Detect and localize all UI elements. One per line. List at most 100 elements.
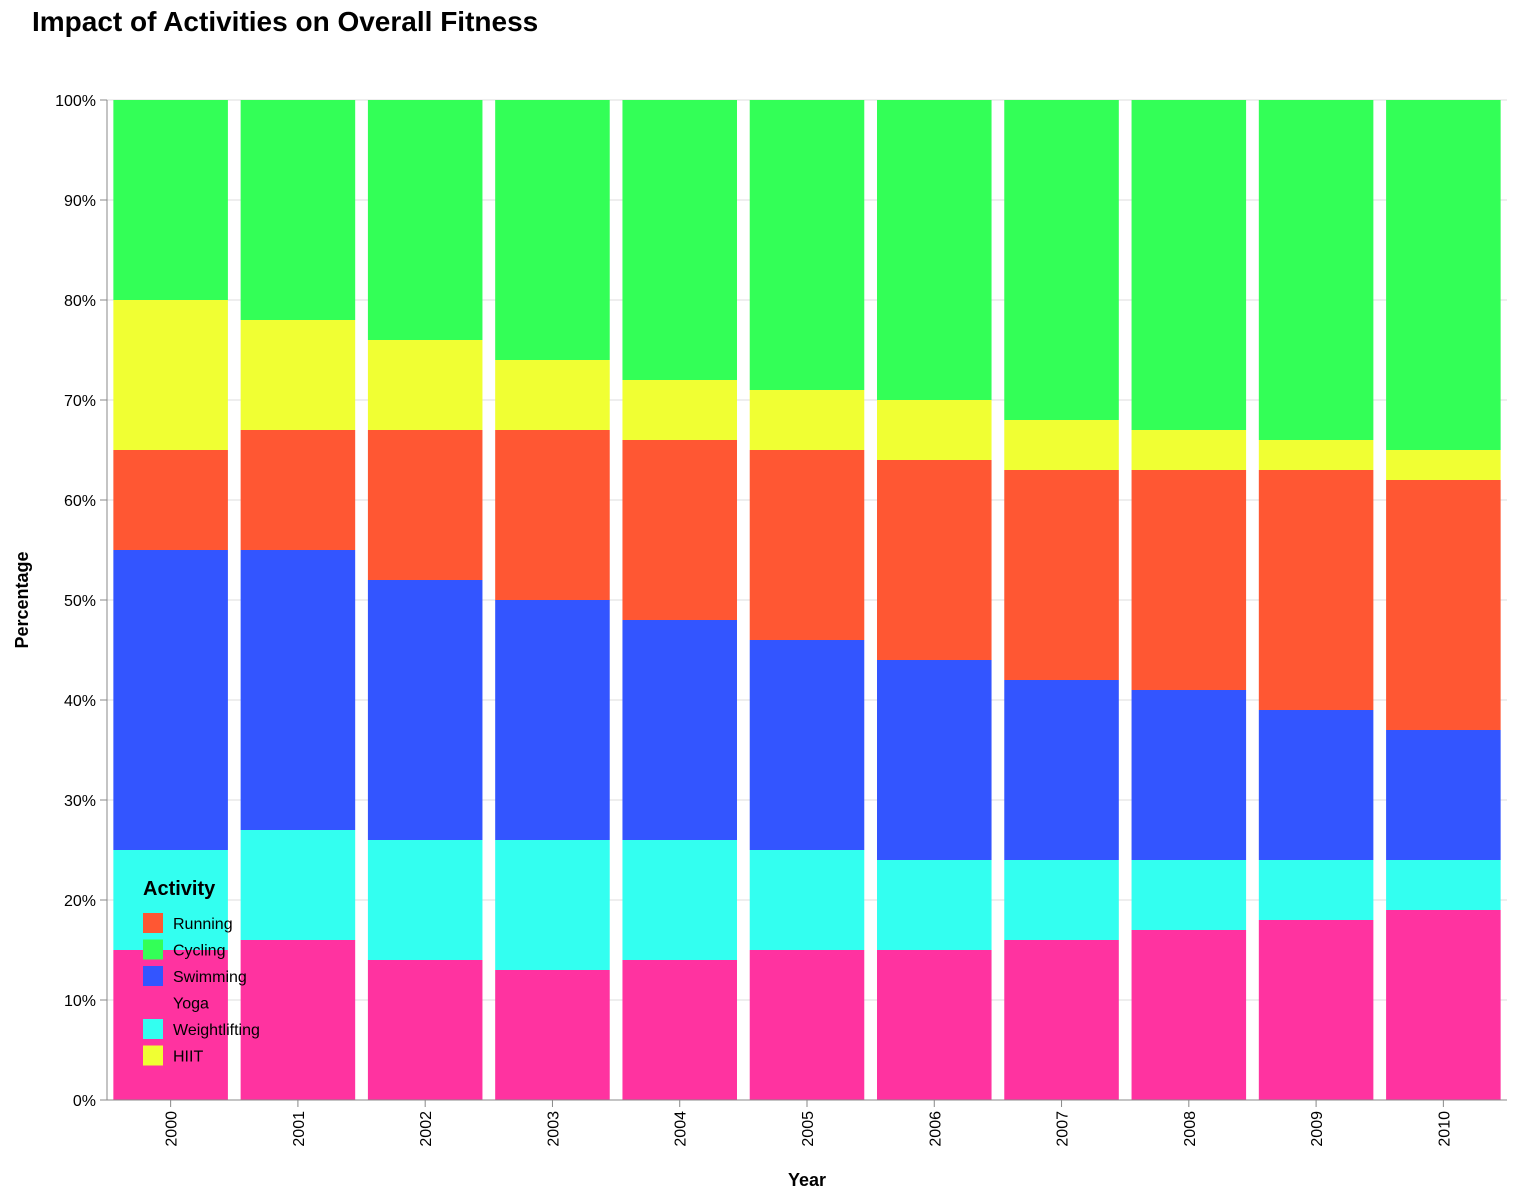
bar-hiit-2001 [240,320,356,430]
bar-hiit-2004 [622,380,737,440]
bar-weightlifting-2002 [367,840,483,960]
bar-running-2003 [495,430,610,600]
legend-label-cycling: Cycling [173,943,225,960]
y-axis-title: Percentage [12,551,32,648]
legend-swatch-hiit [143,1045,163,1066]
bar-running-2008 [1131,470,1247,690]
bar-cycling-2001 [240,100,356,320]
bar-hiit-2003 [495,360,610,430]
bar-hiit-2006 [877,400,992,460]
bar-swimming-2006 [877,660,992,860]
x-tick-label: 2006 [927,1111,944,1147]
bar-weightlifting-2000 [113,850,228,950]
x-axis-title: Year [788,1170,826,1190]
y-tick-label: 10% [64,993,96,1010]
bar-cycling-2008 [1131,100,1247,430]
bar-yoga-2001 [240,940,356,1100]
bar-weightlifting-2004 [622,840,737,960]
y-tick-label: 50% [64,593,96,610]
bar-yoga-2003 [495,970,610,1100]
bar-yoga-2008 [1131,930,1247,1100]
bar-running-2006 [877,460,992,660]
y-tick-label: 70% [64,393,96,410]
bar-weightlifting-2005 [749,850,865,950]
bar-weightlifting-2009 [1258,860,1374,920]
bar-yoga-2000 [113,950,228,1100]
chart-title: Impact of Activities on Overall Fitness [32,6,539,37]
bar-weightlifting-2007 [1004,860,1119,940]
legend-label-swimming: Swimming [173,969,247,986]
y-tick-label: 0% [73,1093,96,1110]
bar-hiit-2009 [1258,440,1374,470]
x-tick-label: 2008 [1182,1111,1199,1147]
bar-hiit-2005 [749,390,865,450]
y-tick-label: 60% [64,493,96,510]
bar-yoga-2005 [749,950,865,1100]
bar-cycling-2002 [367,100,483,340]
bar-cycling-2009 [1258,100,1374,440]
bar-swimming-2007 [1004,680,1119,860]
bar-running-2005 [749,450,865,640]
x-tick-label: 2003 [545,1111,562,1147]
bar-swimming-2008 [1131,690,1247,860]
bar-cycling-2006 [877,100,992,400]
bar-yoga-2004 [622,960,737,1100]
x-tick-label: 2005 [800,1111,817,1147]
x-tick-label: 2000 [164,1111,181,1147]
y-tick-label: 90% [64,193,96,210]
axes: 0% 10% 20% 30% 40% 50% 60% 70% 80% 90% 100% 2000 200… [55,93,1507,1147]
bar-hiit-2000 [113,300,228,450]
bar-swimming-2001 [240,550,356,830]
bar-running-2000 [113,450,228,550]
bar-running-2004 [622,440,737,620]
bar-weightlifting-2008 [1131,860,1247,930]
bar-swimming-2010 [1386,730,1501,860]
bar-swimming-2009 [1258,710,1374,860]
bars [113,100,1501,1100]
y-tick-label: 30% [64,793,96,810]
legend: Activity Running Cycling Swimming Yoga Weigh… [143,878,260,1066]
bar-swimming-2004 [622,620,737,840]
legend-label-hiit: HIIT [173,1049,203,1066]
legend-label-weightlifting: Weightlifting [173,1022,260,1039]
bar-cycling-2005 [749,100,865,390]
bar-running-2001 [240,430,356,550]
bar-cycling-2004 [622,100,737,380]
bar-hiit-2002 [367,340,483,430]
x-tick-label: 2010 [1436,1111,1453,1147]
x-tick-label: 2009 [1309,1111,1326,1147]
bar-yoga-2002 [367,960,483,1100]
bar-yoga-2010 [1386,910,1501,1100]
bar-swimming-2000 [113,550,228,850]
bar-weightlifting-2003 [495,840,610,970]
bar-swimming-2002 [367,580,483,840]
bar-weightlifting-2010 [1386,860,1501,910]
bar-cycling-2010 [1386,100,1501,450]
legend-swatch-swimming [143,966,163,986]
y-tick-label: 40% [64,693,96,710]
bar-yoga-2009 [1258,920,1374,1100]
bar-yoga-2006 [877,950,992,1100]
bar-cycling-2000 [113,100,228,300]
bar-swimming-2005 [749,640,865,850]
x-tick-label: 2007 [1055,1111,1072,1147]
y-tick-label: 20% [64,893,96,910]
x-tick-label: 2002 [418,1111,435,1147]
legend-swatch-cycling [143,939,163,960]
legend-title: Activity [143,878,216,900]
legend-label-running: Running [173,916,233,933]
legend-swatch-running [143,913,163,933]
bar-weightlifting-2001 [240,830,356,940]
x-tick-label: 2001 [291,1111,308,1147]
bar-hiit-2010 [1386,450,1501,480]
bar-hiit-2007 [1004,420,1119,470]
bar-running-2002 [367,430,483,580]
legend-swatch-weightlifting [143,1019,163,1039]
bar-cycling-2003 [495,100,610,360]
bar-yoga-2007 [1004,940,1119,1100]
y-tick-label: 80% [64,293,96,310]
legend-label-yoga: Yoga [173,996,209,1013]
bar-swimming-2003 [495,600,610,840]
x-tick-label: 2004 [673,1111,690,1147]
